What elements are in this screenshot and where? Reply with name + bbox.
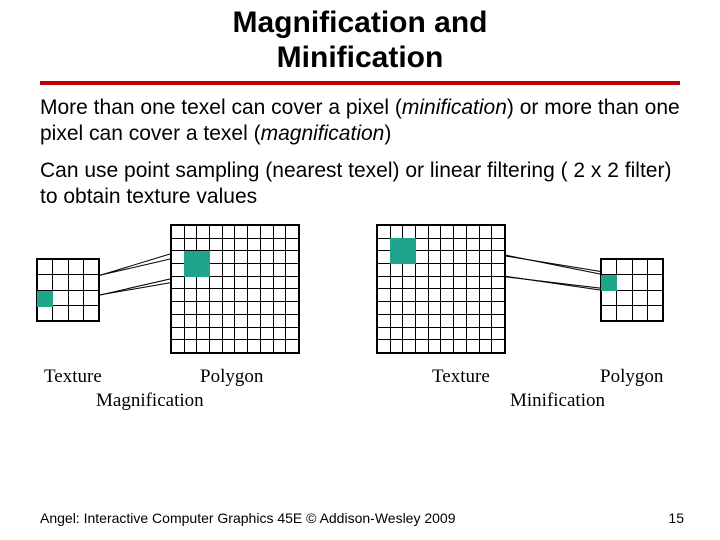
label-polygon-right: Polygon [600,366,663,388]
left-polygon-grid [170,224,300,354]
left-texture-grid [36,258,100,322]
highlighted-texel [390,238,416,264]
para1-em-minification: minification [402,96,507,119]
label-texture-right: Texture [432,366,490,388]
right-polygon-grid [600,258,664,322]
highlighted-texel [601,275,617,291]
footer-citation: Angel: Interactive Computer Graphics 45E… [40,510,456,526]
diagram-area: Texture Polygon Magnification Texture Po… [0,218,720,428]
title-underline [40,81,680,85]
right-texture-grid [376,224,506,354]
label-texture-left: Texture [44,366,102,388]
page-number: 15 [668,510,684,526]
para1-pre: More than one texel can cover a pixel ( [40,96,402,119]
label-magnification: Magnification [96,390,204,412]
paragraph-1: More than one texel can cover a pixel (m… [40,95,680,148]
para1-em-magnification: magnification [261,122,385,145]
title-line-2: Minification [277,41,444,74]
paragraph-2: Can use point sampling (nearest texel) o… [40,158,680,211]
slide-title: Magnification and Minification [0,0,720,75]
label-minification: Minification [510,390,605,412]
para1-post: ) [384,122,391,145]
highlighted-texel [184,251,210,277]
label-polygon-left: Polygon [200,366,263,388]
title-line-1: Magnification and [233,6,488,39]
highlighted-texel [37,291,53,307]
